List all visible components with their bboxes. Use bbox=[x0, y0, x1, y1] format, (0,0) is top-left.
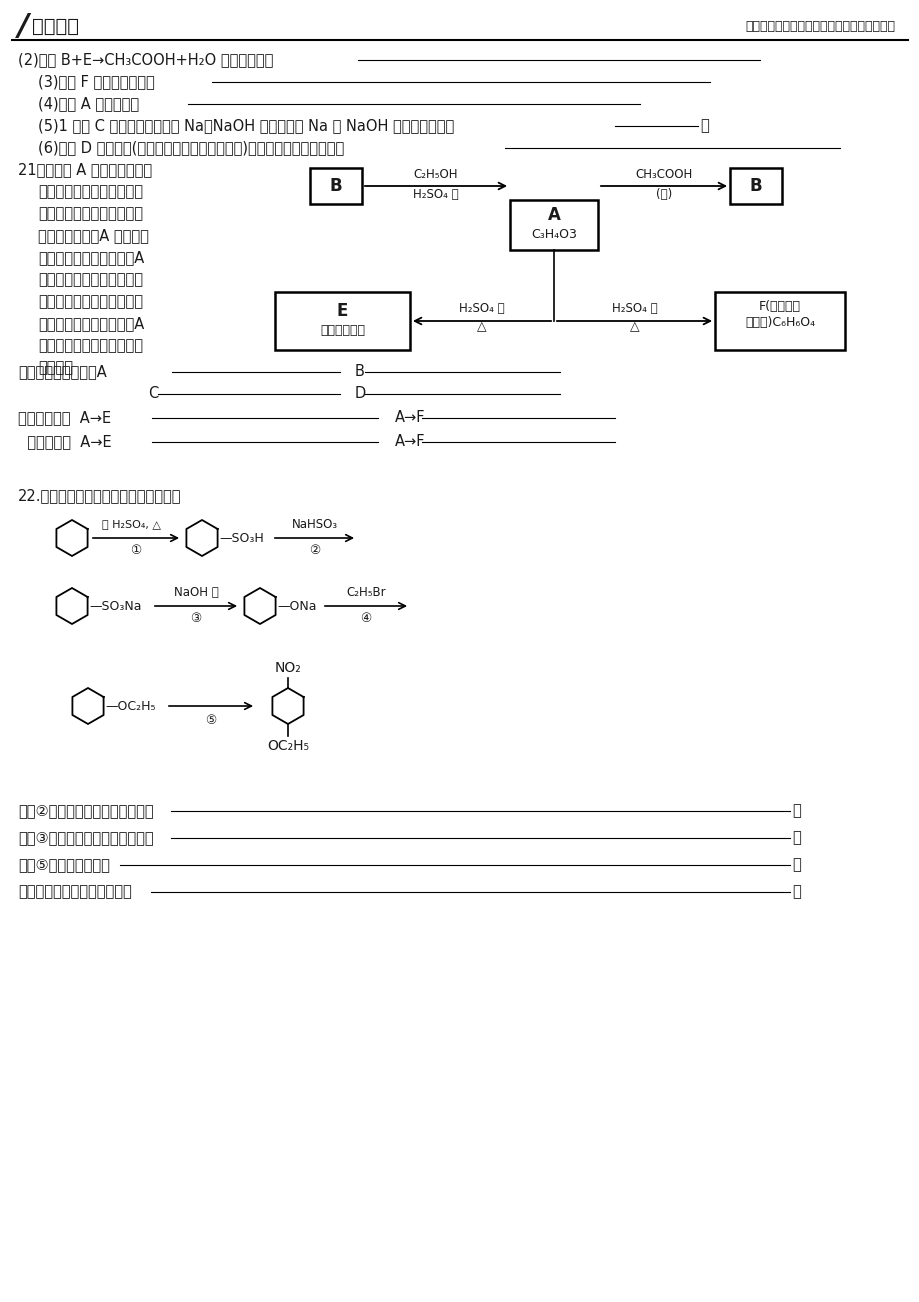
Bar bbox=[714, 292, 844, 350]
Text: 能使溴水褪色: 能使溴水褪色 bbox=[320, 324, 365, 337]
Text: —OC₂H₅: —OC₂H₅ bbox=[105, 699, 155, 712]
Text: C₂H₅OH: C₂H₅OH bbox=[414, 168, 458, 181]
Text: 非那西汀水解的化学方程式是: 非那西汀水解的化学方程式是 bbox=[18, 884, 131, 900]
Text: —ONa: —ONa bbox=[277, 599, 316, 612]
Text: NaOH 融: NaOH 融 bbox=[174, 586, 218, 599]
Text: (2)写出 B+E→CH₃COOH+H₂O 的化学方程式: (2)写出 B+E→CH₃COOH+H₂O 的化学方程式 bbox=[18, 52, 273, 68]
Text: 反应②中生成的无机物的化学式是: 反应②中生成的无机物的化学式是 bbox=[18, 803, 153, 819]
Bar bbox=[310, 168, 361, 204]
Text: CH₃COOH: CH₃COOH bbox=[635, 168, 692, 181]
Text: —SO₃Na: —SO₃Na bbox=[89, 599, 142, 612]
Text: 人们喜爱的补钙剂之一。A: 人们喜爱的补钙剂之一。A bbox=[38, 250, 144, 266]
Text: 。: 。 bbox=[791, 858, 800, 872]
Text: E: E bbox=[336, 302, 347, 320]
Text: 浓 H₂SO₄, △: 浓 H₂SO₄, △ bbox=[101, 519, 160, 529]
Text: 化学方程式：  A→E: 化学方程式： A→E bbox=[18, 410, 111, 426]
Text: ④: ④ bbox=[360, 612, 371, 625]
Text: 博观约取，厚积薄发；出奇制胜，一鸣惊人。: 博观约取，厚积薄发；出奇制胜，一鸣惊人。 bbox=[744, 20, 894, 33]
Text: (6)写出 D 跟氢溴酸(用溴化钠和浓硫酸的混合物)加热反应的化学方程式：: (6)写出 D 跟氢溴酸(用溴化钠和浓硫酸的混合物)加热反应的化学方程式： bbox=[38, 141, 344, 155]
Text: A→F: A→F bbox=[394, 410, 425, 426]
Text: 在某种催化剂的存在下进行: 在某种催化剂的存在下进行 bbox=[38, 272, 142, 288]
Text: H₂SO₄ 浓: H₂SO₄ 浓 bbox=[413, 189, 459, 202]
Text: C₂H₅Br: C₂H₅Br bbox=[346, 586, 385, 599]
Text: (浓): (浓) bbox=[655, 189, 672, 202]
Text: —SO₃H: —SO₃H bbox=[219, 531, 264, 544]
Text: A: A bbox=[547, 206, 560, 224]
Text: F(六原子环: F(六原子环 bbox=[758, 301, 800, 314]
Text: 反应。在浓硫酸存在下，A: 反应。在浓硫酸存在下，A bbox=[38, 316, 144, 332]
Text: /: / bbox=[18, 12, 29, 40]
Text: 粉等发酵制得，A 的钙盐是: 粉等发酵制得，A 的钙盐是 bbox=[38, 228, 149, 243]
Text: 可发生如下图所示的反应。: 可发生如下图所示的反应。 bbox=[38, 339, 142, 354]
Text: 。: 。 bbox=[791, 803, 800, 819]
Text: H₂SO₄ 浓: H₂SO₄ 浓 bbox=[611, 302, 656, 315]
Text: 一鸣教育: 一鸣教育 bbox=[32, 17, 79, 35]
Text: 奶中，它是人体内糖代谢的: 奶中，它是人体内糖代谢的 bbox=[38, 185, 142, 199]
Bar bbox=[509, 201, 597, 250]
Text: 。: 。 bbox=[699, 118, 708, 134]
Text: C₃H₄O3: C₃H₄O3 bbox=[530, 228, 576, 241]
Text: △: △ bbox=[629, 320, 639, 333]
Text: C: C bbox=[148, 387, 158, 401]
Text: 。: 。 bbox=[791, 831, 800, 845]
Text: H₂SO₄ 浓: H₂SO₄ 浓 bbox=[459, 302, 505, 315]
Text: △: △ bbox=[477, 320, 486, 333]
Text: A→F: A→F bbox=[394, 435, 425, 449]
Text: 反应③中生成的无机物的化学式是: 反应③中生成的无机物的化学式是 bbox=[18, 831, 153, 845]
Text: 化合物的结构简式：A: 化合物的结构简式：A bbox=[18, 365, 107, 379]
Text: B: B bbox=[355, 365, 365, 379]
Text: D: D bbox=[355, 387, 366, 401]
Text: (5)1 摩尔 C 分别和足量的金属 Na、NaOH 反应，消耗 Na 与 NaOH 物质的量之比是: (5)1 摩尔 C 分别和足量的金属 Na、NaOH 反应，消耗 Na 与 Na… bbox=[38, 118, 454, 134]
Text: 。: 。 bbox=[791, 884, 800, 900]
Text: 22.药物菲那西汀的一种合成路线如下：: 22.药物菲那西汀的一种合成路线如下： bbox=[18, 488, 181, 504]
Text: B: B bbox=[749, 177, 762, 195]
Text: 化合物)C₆H₆O₄: 化合物)C₆H₆O₄ bbox=[744, 316, 814, 329]
Text: NaHSO₃: NaHSO₃ bbox=[291, 517, 337, 530]
Text: B: B bbox=[329, 177, 342, 195]
Text: 中间体，可由马铃薯玉米淀: 中间体，可由马铃薯玉米淀 bbox=[38, 207, 142, 221]
Text: 21．化合物 A 最早发现于酸牛: 21．化合物 A 最早发现于酸牛 bbox=[18, 163, 152, 177]
Text: ①: ① bbox=[130, 543, 142, 556]
Text: 试写出：: 试写出： bbox=[38, 361, 73, 375]
Text: (4)写出 A 的结构简式: (4)写出 A 的结构简式 bbox=[38, 96, 139, 112]
Text: (3)写出 F 可能的结构简式: (3)写出 F 可能的结构简式 bbox=[38, 74, 154, 90]
Bar bbox=[729, 168, 781, 204]
Text: 反应类型：  A→E: 反应类型： A→E bbox=[18, 435, 111, 449]
Text: ⑤: ⑤ bbox=[205, 713, 216, 727]
Bar bbox=[275, 292, 410, 350]
Text: 氧化，其产物不能发生银镜: 氧化，其产物不能发生银镜 bbox=[38, 294, 142, 310]
Text: OC₂H₅: OC₂H₅ bbox=[267, 740, 309, 753]
Text: 反应⑤的化学方程式是: 反应⑤的化学方程式是 bbox=[18, 858, 109, 872]
Text: ③: ③ bbox=[190, 612, 201, 625]
Text: NO₂: NO₂ bbox=[275, 661, 301, 674]
Text: ②: ② bbox=[309, 543, 320, 556]
